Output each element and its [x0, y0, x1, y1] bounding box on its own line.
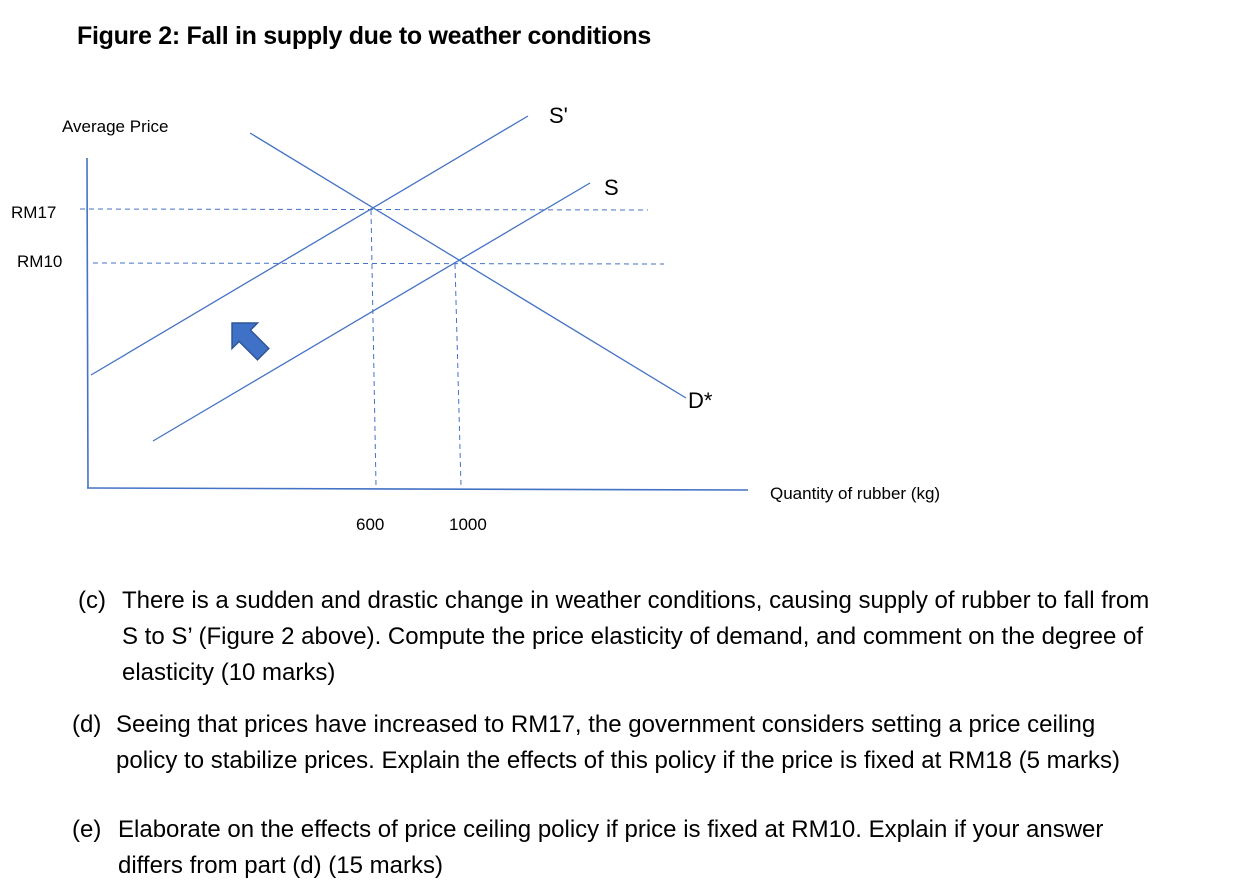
- question-text: Seeing that prices have increased to RM1…: [72, 707, 1252, 779]
- guide-rm17: [79, 208, 649, 211]
- guide-q600: [370, 209, 377, 487]
- question-text: Elaborate on the effects of price ceilin…: [72, 812, 1252, 884]
- question-e: (e) Elaborate on the effects of price ce…: [72, 812, 1252, 884]
- y-tick-rm10: RM10: [17, 252, 62, 271]
- x-axis-label: Quantity of rubber (kg): [770, 484, 940, 503]
- y-axis-label: Average Price: [62, 117, 168, 136]
- demand-curve: [249, 132, 687, 399]
- shift-arrow-icon: [231, 322, 270, 361]
- supply-curve-s: [152, 182, 591, 442]
- question-line: elasticity (10 marks): [122, 659, 336, 686]
- figure-title: Figure 2: Fall in supply due to weather …: [77, 22, 651, 50]
- guide-q1000: [454, 263, 462, 487]
- question-d: (d) Seeing that prices have increased to…: [72, 707, 1252, 779]
- x-tick-1000: 1000: [449, 515, 487, 534]
- question-line: There is a sudden and drastic change in …: [122, 587, 1150, 614]
- guide-rm10: [92, 262, 665, 265]
- x-tick-600: 600: [356, 515, 384, 534]
- x-axis: [86, 487, 749, 491]
- question-letter: (c): [78, 587, 106, 614]
- series-label-s: S: [604, 175, 619, 200]
- question-letter: (e): [72, 816, 102, 843]
- question-line: policy to stabilize prices. Explain the …: [116, 747, 1120, 774]
- y-tick-rm17: RM17: [11, 203, 56, 222]
- series-label-d: D*: [688, 388, 713, 413]
- question-line: Seeing that prices have increased to RM1…: [116, 711, 1096, 738]
- question-text: There is a sudden and drastic change in …: [78, 583, 1248, 691]
- question-line: S to S’ (Figure 2 above). Compute the pr…: [122, 623, 1143, 650]
- series-label-s-prime: S': [549, 103, 568, 128]
- question-line: Elaborate on the effects of price ceilin…: [118, 816, 1104, 843]
- question-line: differs from part (d) (15 marks): [118, 852, 443, 879]
- question-c: (c) There is a sudden and drastic change…: [78, 583, 1248, 691]
- y-axis: [86, 157, 89, 489]
- supply-demand-chart: Average Price Quantity of rubber (kg) RM…: [11, 103, 940, 534]
- supply-curve-s-prime: [90, 115, 529, 376]
- question-letter: (d): [72, 711, 102, 738]
